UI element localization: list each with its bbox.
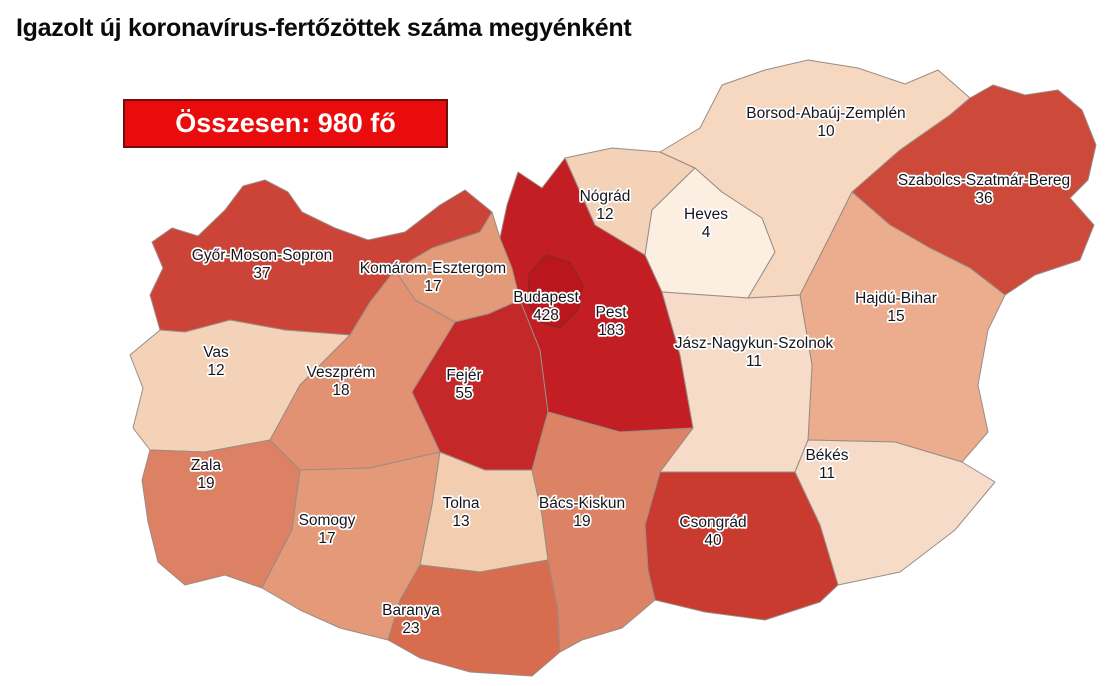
county-tolna-label: Tolna xyxy=(442,495,479,512)
county-csongrad-value: 40 xyxy=(704,532,722,549)
county-pest-label: Pest xyxy=(595,304,627,321)
county-vas-value: 12 xyxy=(207,362,224,379)
county-labels: Győr-Moson-Sopron 37 Komárom-Esztergom 1… xyxy=(189,103,1072,638)
county-shapes xyxy=(129,59,1097,677)
county-nograd-label: Nógrád xyxy=(580,188,631,205)
county-gyor-moson-sopron-value: 37 xyxy=(253,265,270,282)
county-komarom-esztergom-value: 17 xyxy=(424,278,441,295)
county-bacs-kiskun-shape xyxy=(531,411,694,653)
county-pest-value: 183 xyxy=(598,322,624,339)
county-baranya-shape xyxy=(387,559,561,677)
county-tolna-value: 13 xyxy=(452,513,469,530)
county-somogy-value: 17 xyxy=(318,530,335,547)
county-borsod-abauj-zemplen-label: Borsod-Abaúj-Zemplén xyxy=(746,105,905,122)
county-budapest-shape xyxy=(527,254,584,329)
county-bekes-label: Békés xyxy=(805,447,848,464)
county-hajdu-bihar-label: Hajdú-Bihar xyxy=(855,290,937,307)
county-jasz-nagykun-szolnok-label: Jász-Nagykun-Szolnok xyxy=(675,335,834,352)
county-gyor-moson-sopron-label: Győr-Moson-Sopron xyxy=(192,247,332,264)
county-zala-value: 19 xyxy=(197,475,214,492)
county-heves-value: 4 xyxy=(702,224,711,241)
county-zala-shape xyxy=(141,439,301,589)
total-badge: Összesen: 980 fő xyxy=(123,99,448,148)
county-hajdu-bihar-value: 15 xyxy=(887,308,904,325)
county-csongrad-label: Csongrád xyxy=(679,514,746,531)
county-veszprem-value: 18 xyxy=(332,382,349,399)
county-bacs-kiskun-value: 19 xyxy=(573,513,590,530)
county-nograd-value: 12 xyxy=(596,206,613,223)
county-szabolcs-szatmar-bereg-value: 36 xyxy=(975,190,992,207)
county-baranya-label: Baranya xyxy=(382,602,440,619)
county-szabolcs-szatmar-bereg-label: Szabolcs-Szatmár-Bereg xyxy=(898,172,1070,189)
county-jasz-nagykun-szolnok-value: 11 xyxy=(746,353,762,370)
county-fejer-label: Fejér xyxy=(446,367,481,384)
county-baranya-value: 23 xyxy=(402,620,419,637)
county-komarom-esztergom-label: Komárom-Esztergom xyxy=(360,260,506,277)
county-fejer-value: 55 xyxy=(455,385,472,402)
county-somogy-label: Somogy xyxy=(299,512,356,529)
county-veszprem-label: Veszprém xyxy=(307,364,376,381)
county-bekes-value: 11 xyxy=(819,465,835,482)
county-budapest-value: 428 xyxy=(533,307,559,324)
county-zala-label: Zala xyxy=(191,457,222,474)
total-badge-label: Összesen: 980 fő xyxy=(175,108,396,138)
county-bacs-kiskun-label: Bács-Kiskun xyxy=(539,495,625,512)
page-title: Igazolt új koronavírus-fertőzöttek száma… xyxy=(16,14,632,42)
county-budapest-label: Budapest xyxy=(513,289,579,306)
county-heves-label: Heves xyxy=(684,206,728,223)
county-borsod-abauj-zemplen-value: 10 xyxy=(817,123,835,140)
county-vas-label: Vas xyxy=(203,344,229,361)
